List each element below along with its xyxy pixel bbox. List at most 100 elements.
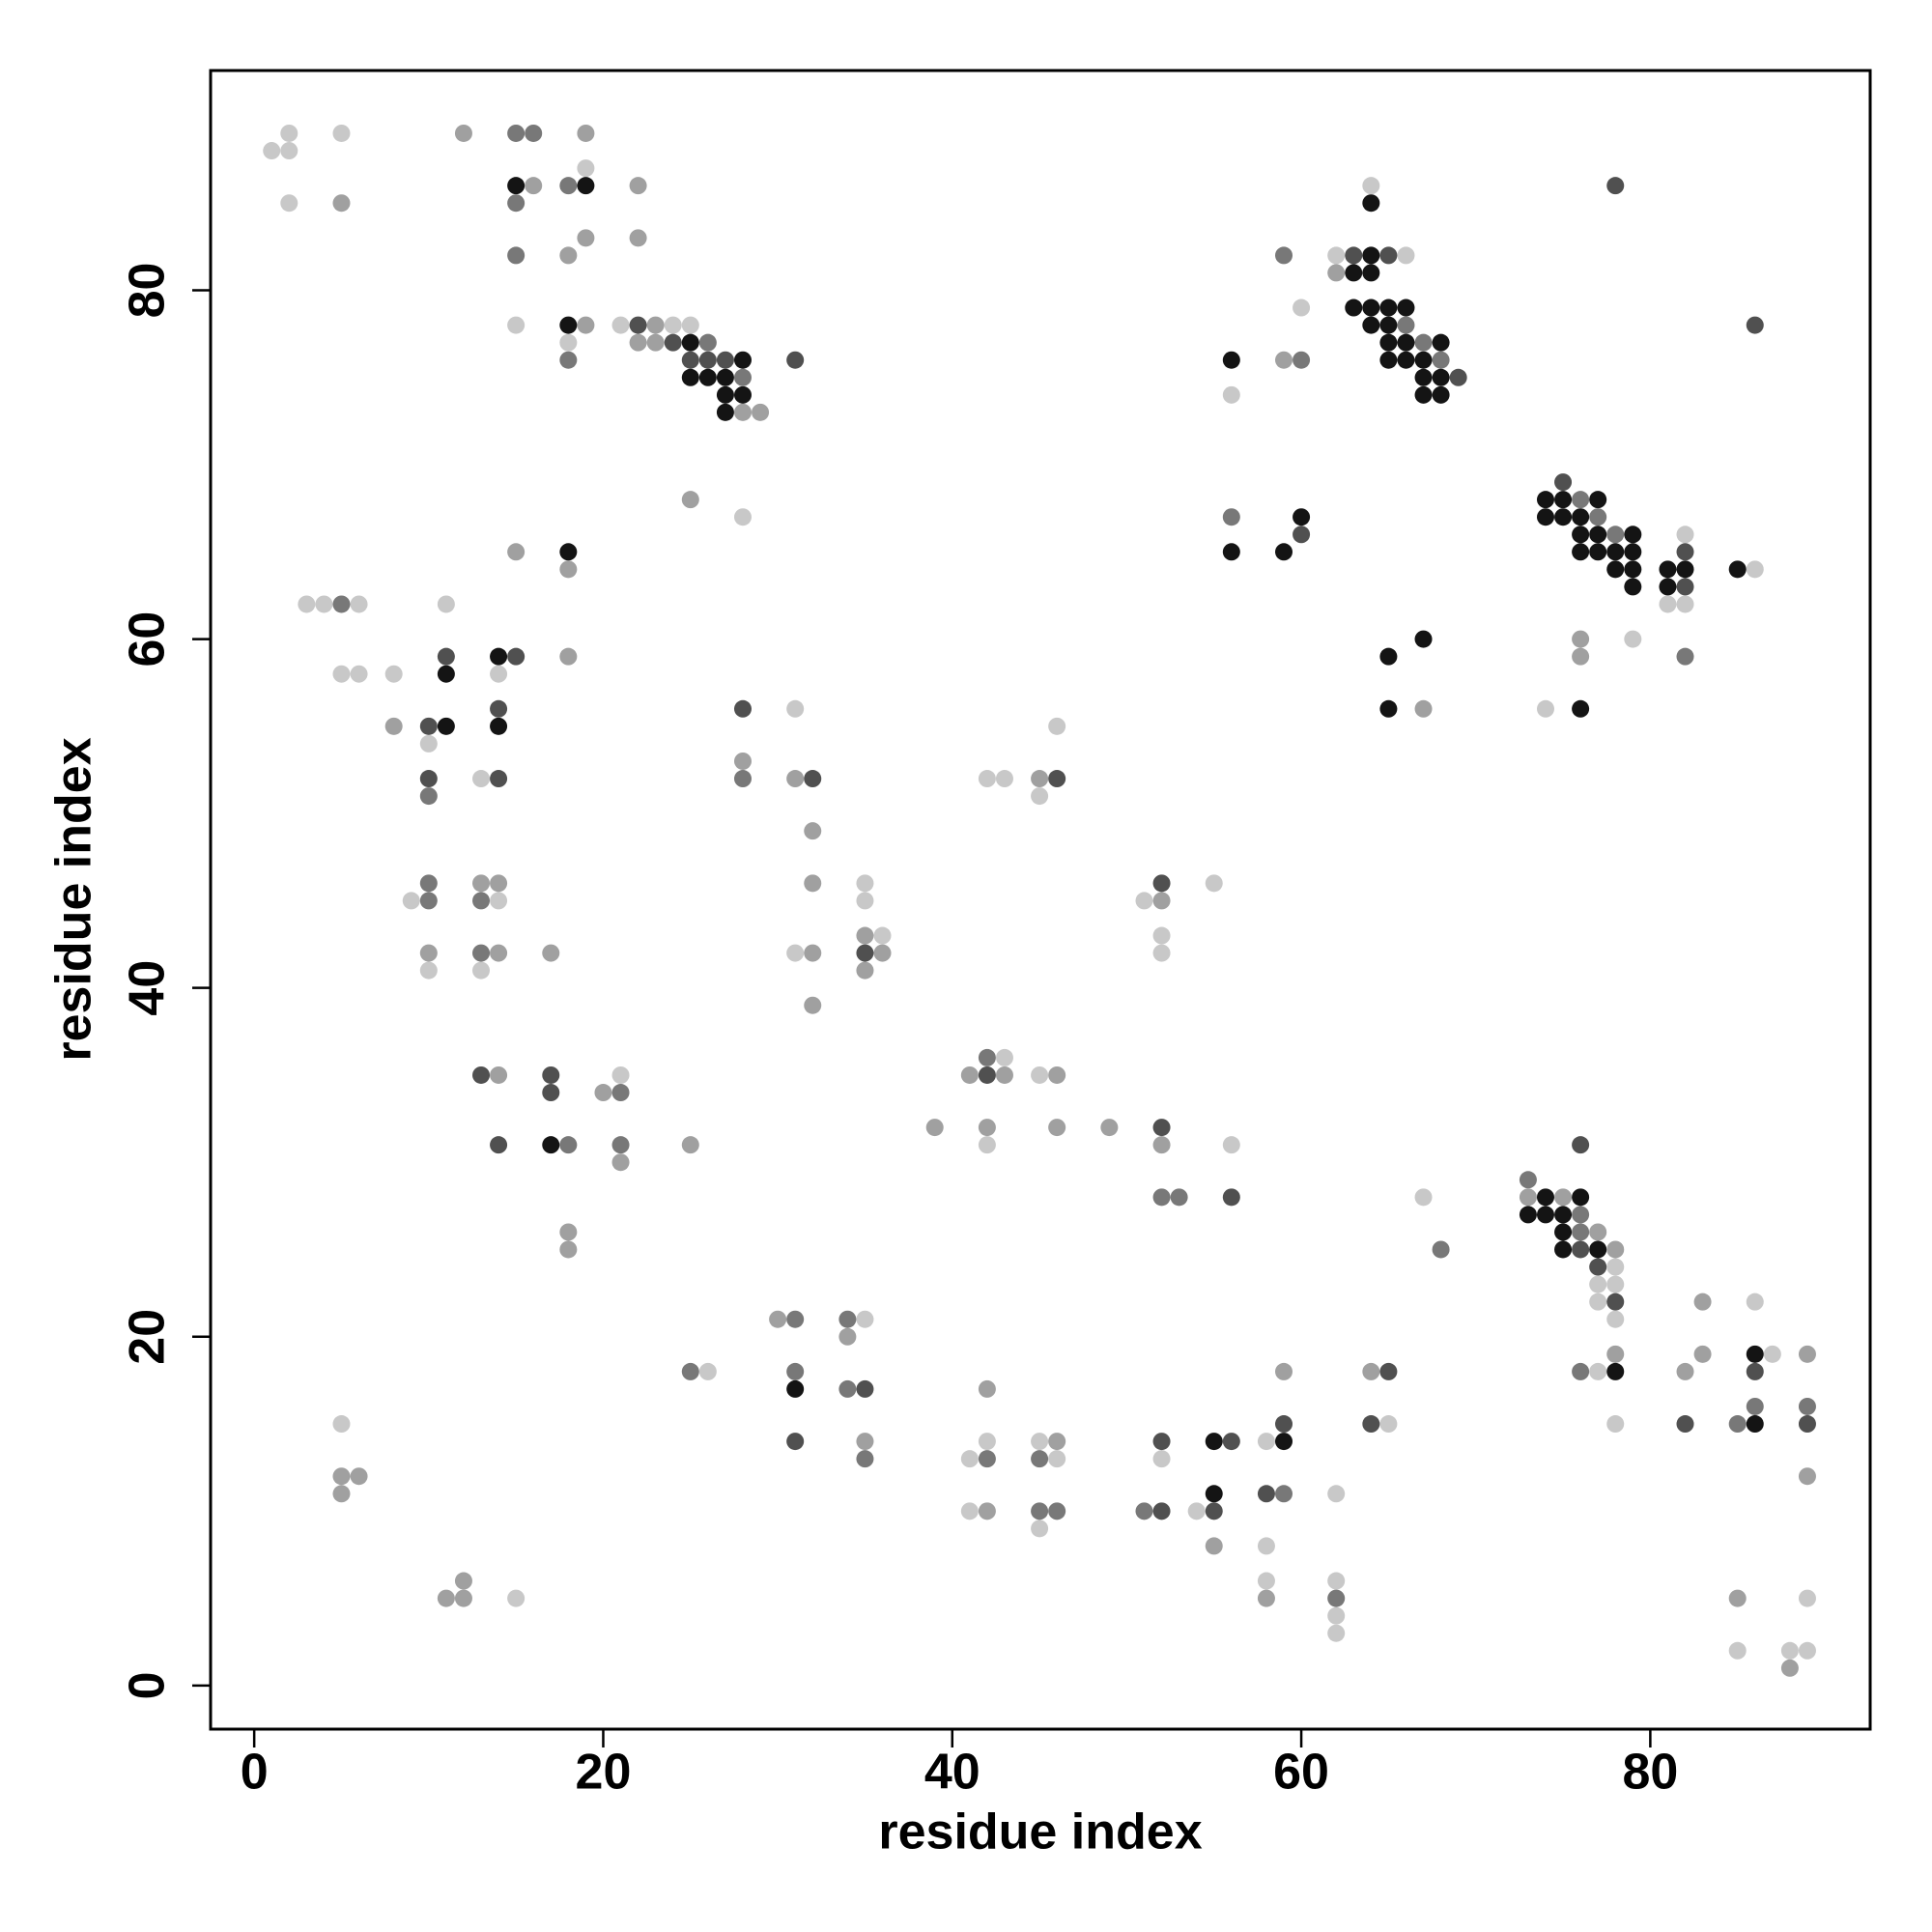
point [1031,1065,1049,1084]
point [1379,647,1398,666]
point [1048,1450,1066,1468]
point [1048,1065,1066,1084]
point [472,892,491,910]
point [733,752,752,770]
point [646,333,665,352]
point [1676,1415,1694,1434]
point [804,996,822,1014]
point [542,1136,560,1154]
point [733,508,752,526]
point [1031,1450,1049,1468]
point [856,1450,874,1468]
point [1222,543,1240,561]
point [681,333,699,352]
point [1554,491,1573,509]
point [454,1589,472,1607]
point [507,194,526,213]
point [437,1589,455,1607]
point [1152,1188,1171,1207]
point [716,368,734,386]
point [559,560,578,579]
plot-frame [209,69,1872,1731]
y-axis-title: residue index [46,737,102,1061]
point [263,142,281,160]
point [559,647,578,666]
point [1536,699,1554,718]
point [752,403,770,421]
x-tick-label: 40 [924,1745,980,1801]
point [786,1379,805,1398]
point [1746,316,1764,334]
point [1152,1119,1171,1137]
point [1536,1188,1554,1207]
y-tick-label: 60 [120,611,176,668]
point [611,1065,630,1084]
point [1572,699,1590,718]
point [1746,560,1764,579]
point [1589,1258,1607,1276]
point [804,822,822,840]
point [1606,1275,1625,1293]
point [733,351,752,369]
point [559,1240,578,1259]
point [507,316,526,334]
point [559,543,578,561]
point [1414,630,1433,648]
point [1257,1589,1275,1607]
point [1676,578,1694,596]
point [1152,1450,1171,1468]
point [490,1065,508,1084]
point [1554,1188,1573,1207]
point [1676,543,1694,561]
point [402,892,420,910]
point [419,944,438,962]
point [1606,177,1625,195]
point [1572,1206,1590,1224]
point [856,874,874,893]
point [507,647,526,666]
point [786,1433,805,1451]
point [1746,1397,1764,1415]
point [1780,1659,1799,1677]
point [559,316,578,334]
point [1362,298,1380,317]
point [960,1502,979,1520]
point [577,124,595,142]
point [1589,526,1607,544]
point [1798,1589,1816,1607]
point [1257,1485,1275,1503]
point [1693,1345,1712,1363]
point [472,961,491,980]
point [1798,1345,1816,1363]
point [1048,1502,1066,1520]
point [1554,1240,1573,1259]
point [629,229,647,247]
point [733,403,752,421]
point [1327,246,1346,265]
point [733,770,752,788]
x-axis-title: residue index [878,1804,1202,1861]
point [1170,1188,1188,1207]
point [1275,1485,1293,1503]
point [384,717,403,735]
point [1606,543,1625,561]
point [1536,508,1554,526]
point [1257,1433,1275,1451]
point [525,177,543,195]
point [1379,1362,1398,1380]
y-tick-label: 20 [120,1309,176,1365]
point [1536,491,1554,509]
point [472,944,491,962]
point [698,351,717,369]
point [332,124,351,142]
point [1362,264,1380,282]
point [978,1119,996,1137]
point [559,177,578,195]
point [559,333,578,352]
point [856,1433,874,1451]
point [1293,508,1311,526]
point [1345,246,1363,265]
point [1379,333,1398,352]
point [716,385,734,404]
